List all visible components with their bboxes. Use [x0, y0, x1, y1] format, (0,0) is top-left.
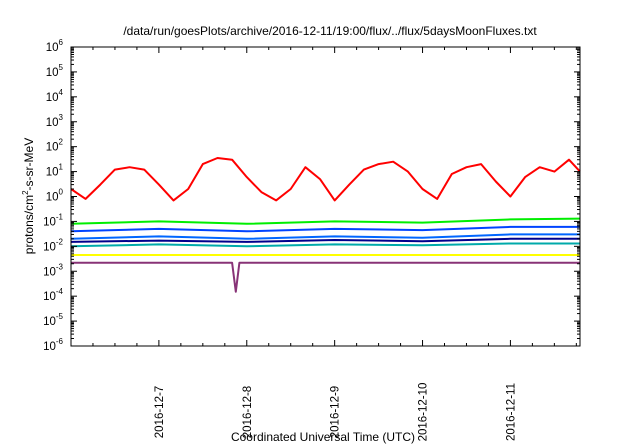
series-line-4 [70, 233, 580, 240]
y-tick-label: 10-6 [43, 337, 63, 353]
axis-ticks: 10-6 10-5 10-4 10-3 10-2 10-1 100 101 102 103 104 1… [43, 38, 580, 441]
y-tick-label: 101 [46, 163, 64, 179]
series-layer [70, 157, 581, 293]
y-tick-label: 100 [46, 188, 64, 204]
x-tick-label: 2016-12-7 [154, 386, 166, 438]
series-line-2 [70, 217, 581, 225]
y-tick-label: 10-5 [43, 312, 63, 328]
y-tick-label: 104 [46, 88, 64, 104]
series-line-3 [70, 225, 580, 233]
y-tick-label: 102 [46, 138, 64, 154]
x-tick-label: 2016-12-11 [505, 383, 517, 441]
y-axis-label-superscript: 2 [21, 190, 30, 195]
y-tick-label: 10-4 [43, 287, 63, 303]
x-tick-label: 2016-12-8 [242, 386, 254, 438]
y-tick-label: 105 [46, 63, 64, 79]
y-axis-label: protons/cm2-s-sr-MeV [21, 138, 36, 254]
plot-frame [70, 46, 581, 347]
y-axis-label-main: protons/cm [22, 195, 36, 254]
y-axis-label-rest: -s-sr-MeV [22, 138, 36, 191]
y-tick-label: 10-2 [43, 237, 63, 253]
y-tick-label: 103 [46, 113, 64, 129]
x-axis-label: Coordinated Universal Time (UTC) [231, 430, 415, 444]
x-tick-label: 2016-12-10 [418, 383, 430, 442]
series-line-8 [71, 261, 580, 293]
y-tick-label: 10-1 [43, 212, 63, 228]
x-tick-label: 2016-12-9 [330, 386, 342, 438]
series-line-6 [70, 242, 580, 248]
y-tick-label: 10-3 [43, 262, 63, 278]
y-tick-label: 106 [46, 38, 64, 54]
series-line-5 [70, 237, 580, 243]
chart-title: /data/run/goesPlots/archive/2016-12-11/1… [123, 24, 537, 38]
series-line-1 [70, 157, 581, 202]
